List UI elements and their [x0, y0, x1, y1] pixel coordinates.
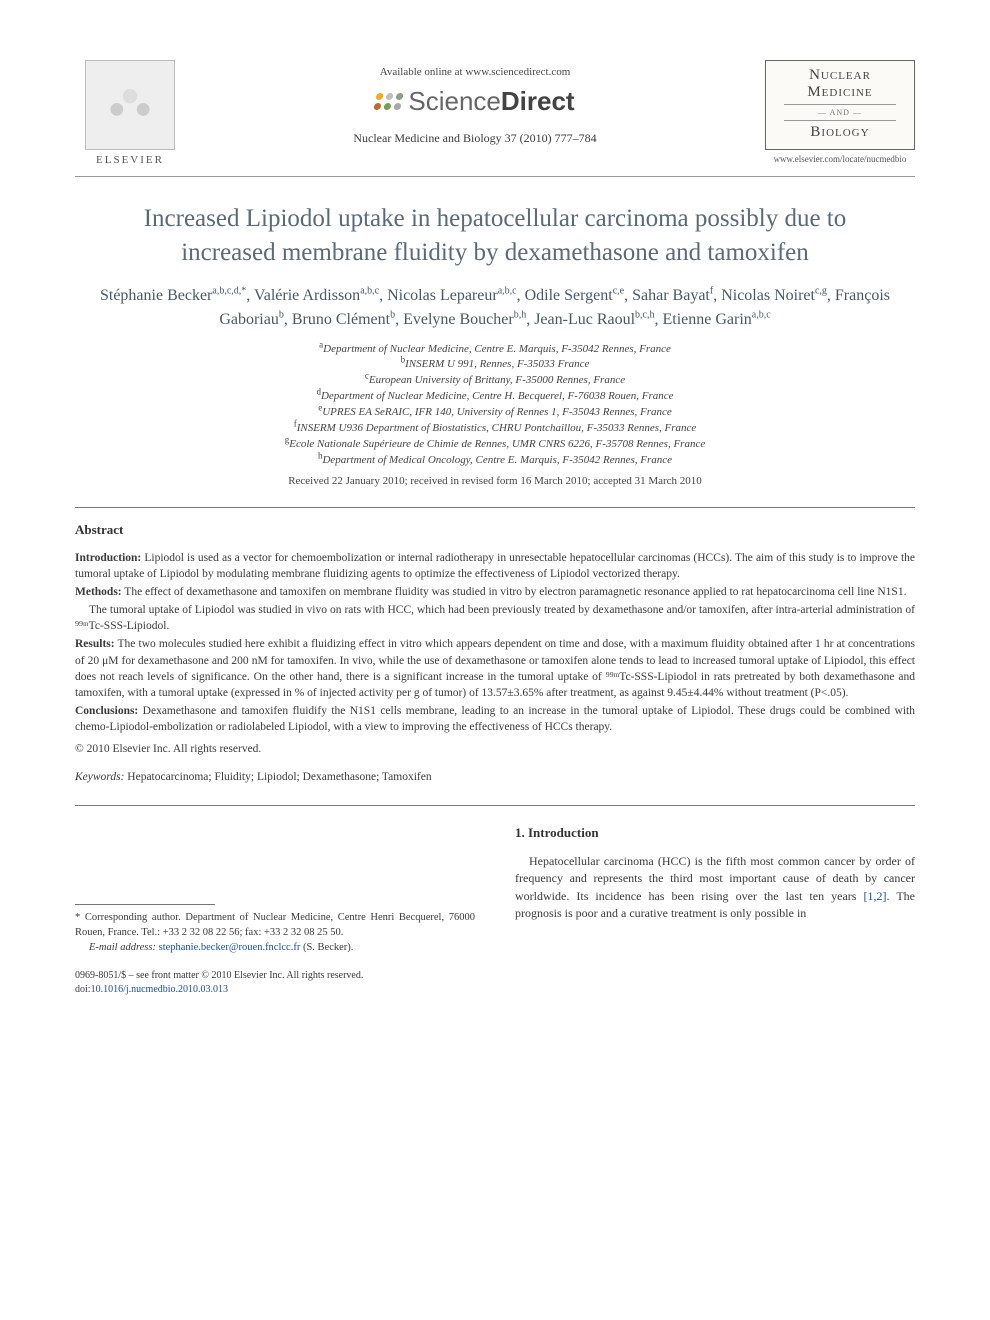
affiliation-item: hDepartment of Medical Oncology, Centre …: [125, 453, 865, 469]
affiliation-item: aDepartment of Nuclear Medicine, Centre …: [125, 342, 865, 358]
dot: [374, 103, 382, 110]
body-columns: * Corresponding author. Department of Nu…: [75, 824, 915, 997]
introduction-para: Hepatocellular carcinoma (HCC) is the fi…: [515, 853, 915, 923]
keywords-line: Keywords: Hepatocarcinoma; Fluidity; Lip…: [75, 769, 915, 785]
affiliation-item: dDepartment of Nuclear Medicine, Centre …: [125, 389, 865, 405]
abstract-section: Abstract Introduction: Lipiodol is used …: [75, 522, 915, 785]
abstract-results: Results: The two molecules studied here …: [75, 636, 915, 700]
abstract-methods-text: The effect of dexamethasone and tamoxife…: [122, 586, 907, 598]
available-online-text: Available online at www.sciencedirect.co…: [185, 66, 765, 78]
abstract-methods: Methods: The effect of dexamethasone and…: [75, 584, 915, 600]
abstract-intro-label: Introduction:: [75, 552, 141, 564]
publisher-name: ELSEVIER: [75, 154, 185, 166]
abstract-methods2: The tumoral uptake of Lipiodol was studi…: [75, 602, 915, 634]
abstract-intro: Introduction: Lipiodol is used as a vect…: [75, 550, 915, 582]
abstract-conclusions: Conclusions: Dexamethasone and tamoxifen…: [75, 703, 915, 735]
doi-link[interactable]: 10.1016/j.nucmedbio.2010.03.013: [91, 984, 229, 995]
abstract-results-text: The two molecules studied here exhibit a…: [75, 638, 915, 698]
affiliation-item: cEuropean University of Brittany, F-3500…: [125, 373, 865, 389]
sciencedirect-logo: ScienceDirect: [375, 86, 574, 117]
email-link[interactable]: stephanie.becker@rouen.fnclcc.fr: [159, 942, 301, 953]
abstract-results-label: Results:: [75, 638, 115, 650]
footnote-corr-text: * Corresponding author. Department of Nu…: [75, 912, 475, 938]
front-matter: 0969-8051/$ – see front matter © 2010 El…: [75, 969, 475, 997]
footnote-rule: [75, 904, 215, 905]
elsevier-tree-logo: [85, 60, 175, 150]
publisher-block: ELSEVIER: [75, 60, 185, 166]
journal-rule: [784, 120, 896, 121]
front-matter-line1: 0969-8051/$ – see front matter © 2010 El…: [75, 969, 475, 983]
introduction-heading: 1. Introduction: [515, 824, 915, 843]
abstract-methods-label: Methods:: [75, 586, 122, 598]
corresponding-author-footnote: * Corresponding author. Department of Nu…: [75, 911, 475, 940]
email-label: E-mail address:: [89, 942, 156, 953]
affiliation-item: fINSERM U936 Department of Biostatistics…: [125, 421, 865, 437]
journal-cover-block: Nuclear Medicine — AND — Biology www.els…: [765, 60, 915, 164]
dot: [376, 93, 384, 100]
dot: [394, 103, 402, 110]
author-list: Stéphanie Beckera,b,c,d,*, Valérie Ardis…: [95, 284, 895, 332]
abstract-conclusions-text: Dexamethasone and tamoxifen fluidify the…: [75, 705, 915, 733]
affiliation-item: bINSERM U 991, Rennes, F-35033 France: [125, 357, 865, 373]
sciencedirect-dots-icon: [374, 93, 405, 110]
copyright-line: © 2010 Elsevier Inc. All rights reserved…: [75, 741, 915, 757]
article-dates: Received 22 January 2010; received in re…: [75, 475, 915, 487]
email-tail: (S. Becker).: [300, 942, 353, 953]
dot: [396, 93, 404, 100]
section-rule: [75, 507, 915, 508]
dot: [386, 93, 394, 100]
journal-name-line3: Biology: [770, 124, 910, 141]
right-column: 1. Introduction Hepatocellular carcinoma…: [515, 824, 915, 997]
sd-name-part2: Direct: [501, 86, 575, 116]
header-center: Available online at www.sciencedirect.co…: [185, 60, 765, 146]
dot: [384, 103, 392, 110]
doi-line: doi:10.1016/j.nucmedbio.2010.03.013: [75, 983, 475, 997]
intro-text: Hepatocellular carcinoma (HCC) is the fi…: [515, 854, 915, 903]
citation-link[interactable]: [1,2]: [864, 889, 887, 903]
journal-citation: Nuclear Medicine and Biology 37 (2010) 7…: [185, 131, 765, 146]
journal-name-line2: Medicine: [770, 84, 910, 101]
journal-homepage-url: www.elsevier.com/locate/nucmedbio: [765, 154, 915, 164]
sd-name-part1: Science: [408, 86, 501, 116]
abstract-intro-text: Lipiodol is used as a vector for chemoem…: [75, 552, 915, 580]
section-rule: [75, 805, 915, 806]
sciencedirect-wordmark: ScienceDirect: [408, 86, 574, 117]
journal-name-line1: Nuclear: [770, 67, 910, 84]
journal-and: — AND —: [770, 108, 910, 117]
journal-header: ELSEVIER Available online at www.science…: [75, 60, 915, 177]
journal-cover-box: Nuclear Medicine — AND — Biology: [765, 60, 915, 150]
affiliation-list: aDepartment of Nuclear Medicine, Centre …: [125, 342, 865, 470]
keywords-text: Hepatocarcinoma; Fluidity; Lipiodol; Dex…: [124, 771, 431, 783]
abstract-conclusions-label: Conclusions:: [75, 705, 138, 717]
affiliation-item: eUPRES EA SeRAIC, IFR 140, University of…: [125, 405, 865, 421]
article-title: Increased Lipiodol uptake in hepatocellu…: [105, 202, 885, 270]
doi-label: doi:: [75, 984, 91, 995]
abstract-heading: Abstract: [75, 522, 915, 538]
email-footnote: E-mail address: stephanie.becker@rouen.f…: [75, 941, 475, 956]
journal-rule: [784, 104, 896, 105]
left-column: * Corresponding author. Department of Nu…: [75, 824, 475, 997]
abstract-methods-text2: The tumoral uptake of Lipiodol was studi…: [75, 604, 915, 632]
keywords-label: Keywords:: [75, 771, 124, 783]
affiliation-item: gEcole Nationale Supérieure de Chimie de…: [125, 437, 865, 453]
